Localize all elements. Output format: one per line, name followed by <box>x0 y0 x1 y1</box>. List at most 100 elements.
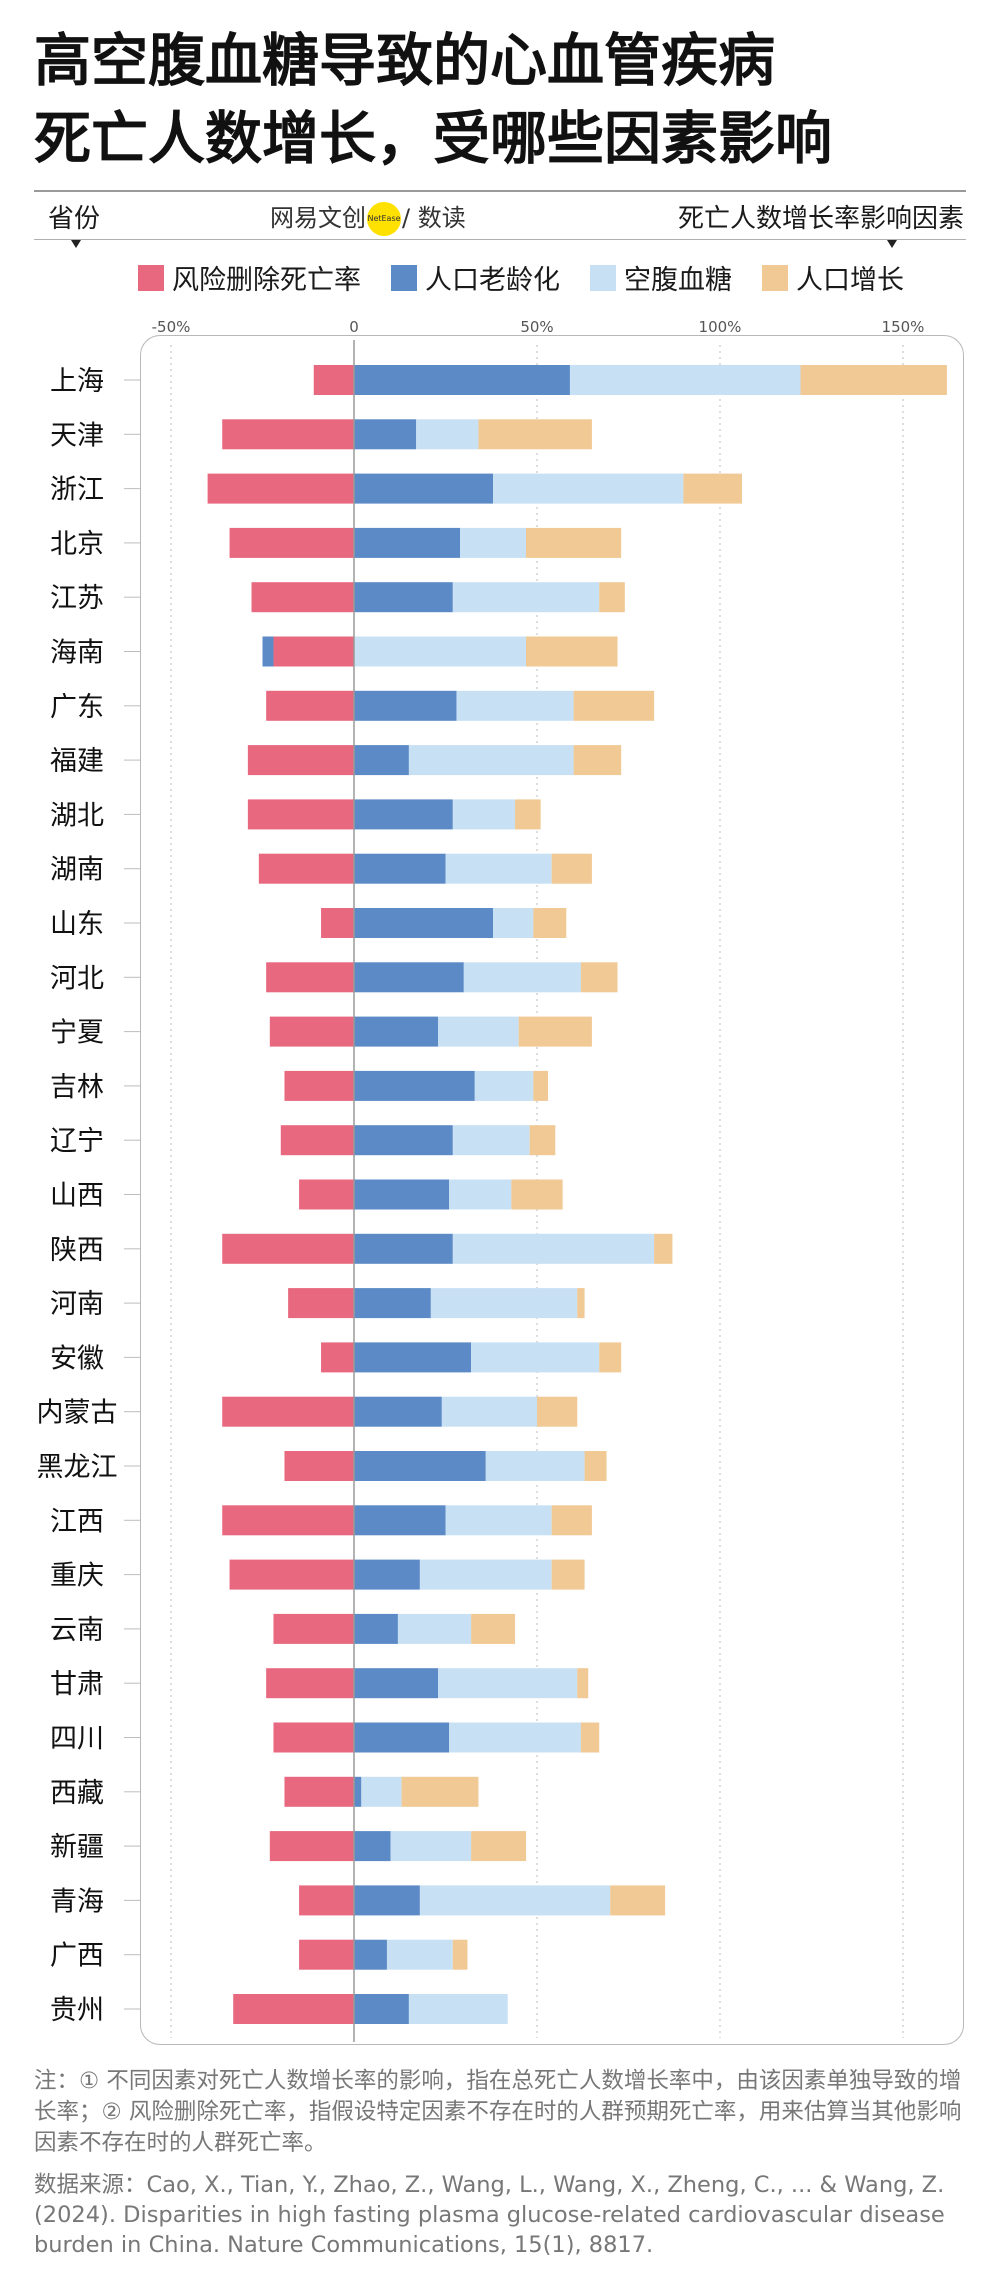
header-factors-label: 死亡人数增长率影响因素 <box>677 204 964 234</box>
bar-segment <box>511 1179 563 1210</box>
province-label: 山东 <box>50 909 104 940</box>
bar-segment <box>610 1885 666 1916</box>
province-label: 云南 <box>50 1615 104 1646</box>
bar-segment <box>280 1125 354 1156</box>
plot-frame <box>140 335 964 2045</box>
bar-segment <box>573 690 655 721</box>
bar-segment <box>438 1016 519 1047</box>
bar-segment <box>354 1776 362 1807</box>
data-source: 数据来源：Cao, X., Tian, Y., Zhao, Z., Wang, … <box>34 2172 945 2258</box>
bar-segment <box>207 473 354 504</box>
bar-segment <box>515 799 541 830</box>
bar-segment <box>518 1016 592 1047</box>
bar-segment <box>551 1559 585 1590</box>
bar-segment <box>354 527 461 558</box>
title-line-1: 高空腹血糖导致的心血管疾病 <box>34 28 775 94</box>
bar-segment <box>222 1505 354 1536</box>
bar-segment <box>580 1722 600 1753</box>
bar-segment <box>284 1070 354 1101</box>
bar-segment <box>401 1776 479 1807</box>
bar-segment <box>452 582 600 613</box>
bar-segment <box>408 745 574 776</box>
chart-title: 高空腹血糖导致的心血管疾病 死亡人数增长，受哪些因素影响 <box>34 22 974 178</box>
bar-segment <box>419 1559 552 1590</box>
bar-segment <box>354 1451 486 1481</box>
province-label: 安徽 <box>50 1343 104 1374</box>
legend-swatch <box>590 264 616 291</box>
province-label: 内蒙古 <box>37 1398 118 1429</box>
bar-segment <box>584 1451 607 1481</box>
province-label: 陕西 <box>50 1235 104 1266</box>
bar-segment <box>529 1125 556 1156</box>
province-label: 辽宁 <box>50 1126 104 1157</box>
legend-label: 空腹血糖 <box>624 265 732 296</box>
legend-label: 人口老龄化 <box>425 265 560 296</box>
legend-label: 风险删除死亡率 <box>172 265 361 296</box>
bar-segment <box>408 1994 508 2024</box>
bar-segment <box>471 1831 527 1862</box>
bar-segment <box>288 1288 354 1319</box>
legend-item: 空腹血糖 <box>590 258 732 297</box>
province-label: 天津 <box>50 420 104 451</box>
brand-text-left: 网易 <box>270 204 318 232</box>
province-label: 山西 <box>50 1181 104 1212</box>
bar-segment <box>354 1722 450 1753</box>
province-label: 湖南 <box>50 855 104 886</box>
province-label: 广西 <box>50 1941 104 1972</box>
bar-segment <box>485 1451 585 1481</box>
brand-text-right: / 数读 <box>402 204 466 232</box>
bar-segment <box>354 1939 387 1970</box>
province-label: 北京 <box>50 529 104 560</box>
bar-segment <box>354 690 457 721</box>
bar-segment <box>452 1233 655 1264</box>
footnote: 注：① 不同因素对死亡人数增长率的影响，指在总死亡人数增长率中，由该因素单独导致… <box>34 2068 962 2156</box>
brand-text-mid: 文创 <box>318 204 366 232</box>
title-line-2: 死亡人数增长，受哪些因素影响 <box>34 106 832 172</box>
bar-segment <box>551 1505 592 1536</box>
bar-segment <box>449 1179 512 1210</box>
bar-segment <box>449 1722 581 1753</box>
bar-segment <box>452 1939 468 1970</box>
bar-segment <box>354 1994 409 2024</box>
bar-segment <box>452 799 516 830</box>
bar-segment <box>416 419 479 450</box>
bar-segment <box>354 365 570 395</box>
province-label: 海南 <box>50 638 104 669</box>
bar-segment <box>430 1288 578 1319</box>
bar-segment <box>354 1831 391 1862</box>
bar-segment <box>273 1722 354 1753</box>
bar-segment <box>262 636 274 667</box>
province-label: 青海 <box>50 1886 104 1917</box>
bar-segment <box>599 582 625 613</box>
bar-segment <box>321 1342 354 1373</box>
bar-segment <box>354 636 527 667</box>
bar-segment <box>441 1396 537 1427</box>
legend: 风险删除死亡率 人口老龄化 空腹血糖 人口增长 <box>138 258 934 297</box>
bar-segment <box>313 365 354 395</box>
bar-segment <box>580 962 618 993</box>
down-triangle-icon <box>71 240 81 248</box>
bar-segment <box>419 1885 611 1916</box>
bar-segment <box>463 962 581 993</box>
x-tick-label: 150% <box>882 318 925 336</box>
bar-segment <box>354 1179 450 1210</box>
bar-segment <box>533 1070 548 1101</box>
bar-segment <box>266 690 354 721</box>
bar-segment <box>229 527 354 558</box>
bar-segment <box>299 1885 354 1916</box>
bar-segment <box>654 1233 673 1264</box>
bar-segment <box>493 908 534 938</box>
bar-segment <box>354 1233 453 1264</box>
bar-segment <box>445 853 552 884</box>
bar-segment <box>273 1613 354 1644</box>
bar-segment <box>577 1668 589 1699</box>
bar-segment <box>284 1776 354 1807</box>
bar-segment <box>354 1288 431 1319</box>
bar-segment <box>569 365 801 395</box>
province-label: 浙江 <box>50 475 104 506</box>
bar-segment <box>478 419 592 450</box>
province-label: 河北 <box>50 963 104 994</box>
bar-segment <box>354 582 453 613</box>
bar-segment <box>438 1668 578 1699</box>
bar-segment <box>321 908 354 938</box>
